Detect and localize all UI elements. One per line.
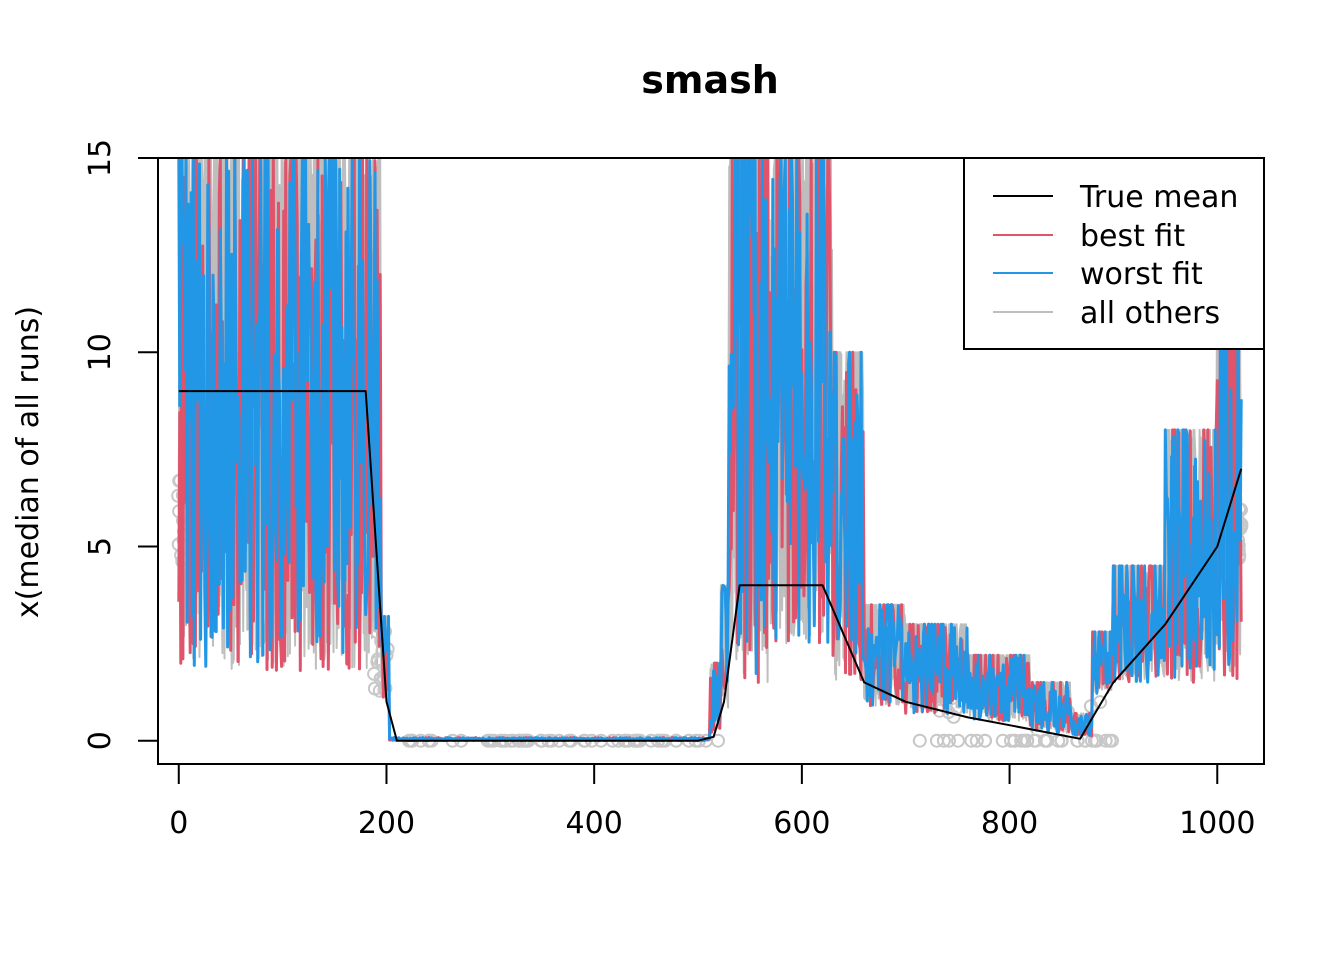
y-tick-label: 5	[83, 537, 118, 556]
others-point	[1017, 733, 1032, 748]
others-point	[1088, 733, 1103, 748]
legend: True mean best fit worst fit all others	[963, 157, 1265, 350]
others-point	[367, 681, 382, 696]
x-tick-label: 0	[169, 806, 188, 841]
others-point	[912, 733, 927, 748]
others-point	[1007, 733, 1022, 748]
others-point	[936, 733, 951, 748]
legend-label-all-others: all others	[1080, 296, 1220, 331]
x-tick-label: 400	[566, 806, 623, 841]
y-tick-label: 10	[83, 333, 118, 371]
x-tick-label: 1000	[1179, 806, 1255, 841]
legend-label-true-mean: True mean	[1079, 180, 1238, 215]
others-point	[951, 733, 965, 748]
series-worst-fit	[177, 158, 1243, 743]
legend-label-best-fit: best fit	[1080, 219, 1185, 254]
worst-fit-line	[177, 158, 1243, 743]
series-true-mean	[178, 390, 1243, 742]
x-tick-label: 600	[773, 806, 830, 841]
others-point	[969, 733, 984, 748]
chart-title: smash	[641, 58, 779, 102]
legend-label-worst-fit: worst fit	[1080, 257, 1203, 292]
y-tick-label: 0	[83, 731, 118, 750]
x-tick-label: 800	[981, 806, 1038, 841]
y-axis-label: x(median of all runs)	[11, 306, 46, 618]
x-tick-label: 200	[358, 806, 415, 841]
true-mean-line	[178, 390, 1243, 742]
others-point	[977, 733, 992, 748]
others-point	[942, 733, 956, 748]
others-point	[1098, 733, 1113, 748]
legend-box	[963, 157, 1265, 350]
y-tick-label: 15	[83, 139, 118, 177]
others-point	[1093, 695, 1108, 710]
x-axis: 0 200 400 600 800 1000	[169, 763, 1255, 841]
others-point	[1105, 733, 1119, 748]
y-axis: 0 5 10 15	[83, 139, 159, 750]
others-point	[946, 709, 961, 724]
others-point	[964, 733, 979, 748]
